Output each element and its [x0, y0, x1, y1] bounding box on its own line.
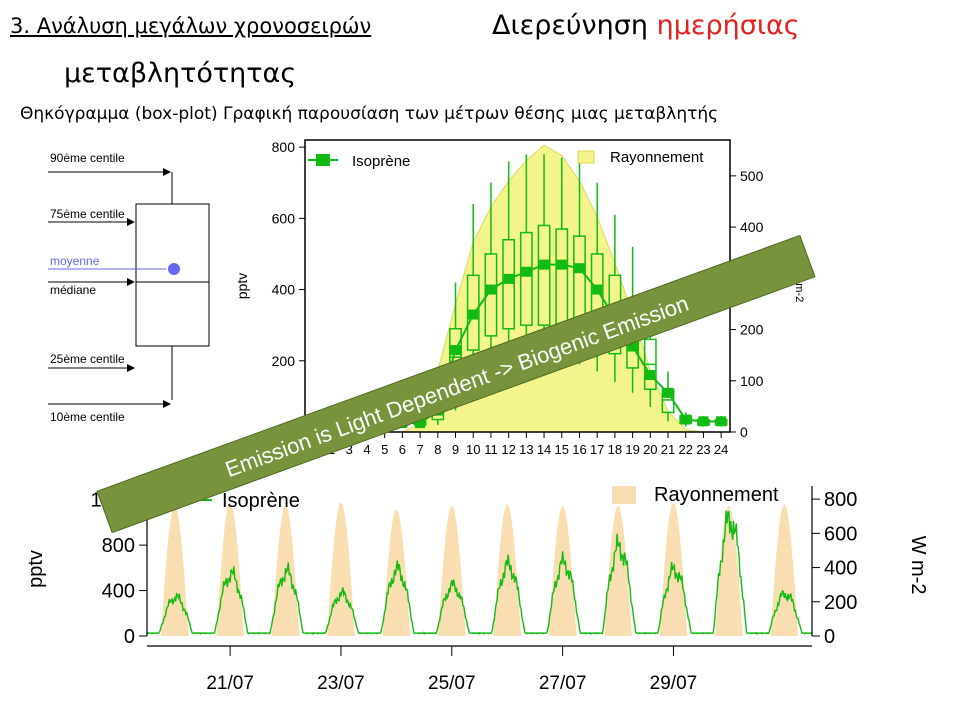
c2-xtick-label: 29/07 [650, 673, 698, 694]
label-p75: 75ème centile [50, 207, 125, 221]
c2-legend-ray-swatch [612, 486, 636, 504]
label-mean: moyenne [50, 254, 100, 268]
c1-y2tick-label: 500 [740, 168, 764, 184]
c1-xtick-label: 11 [484, 442, 498, 457]
c1-mean-marker [645, 370, 656, 381]
c1-xtick-label: 8 [434, 442, 441, 457]
c2-y2tick-label: 200 [824, 592, 857, 614]
page-title-line2: μεταβλητότητας [64, 58, 297, 89]
c1-y2tick-label: 400 [740, 219, 764, 235]
c2-rayonnement-layer [147, 502, 812, 636]
title-part1: Διερεύνηση [492, 10, 648, 41]
c1-mean-marker [716, 416, 727, 427]
c1-mean-marker [663, 387, 674, 398]
c1-legend-rayonnement: Rayonnement [610, 149, 704, 166]
c1-xtick-label: 10 [466, 442, 480, 457]
c1-ytick-label: 200 [272, 353, 296, 369]
c1-mean-marker [680, 414, 691, 425]
label-median: médiane [50, 283, 96, 297]
banner-background [96, 234, 816, 534]
c1-box [502, 238, 516, 330]
c1-mean-marker [485, 284, 496, 295]
c2-rayonnement-area [147, 502, 812, 636]
c2-xtick-label: 27/07 [539, 673, 587, 694]
c2-ytick-label: 400 [102, 581, 135, 603]
c2-ytick-label: 800 [102, 535, 135, 557]
legend-mean-dot [168, 263, 180, 275]
c1-xtick-label: 21 [661, 442, 675, 457]
c2-y2-axis-label: W m-2 [907, 536, 929, 595]
label-p10: 10ème centile [50, 410, 125, 424]
c1-xtick-label: 17 [590, 442, 604, 457]
c1-y2tick-label: 200 [740, 322, 764, 338]
c1-ytick-label: 400 [272, 282, 296, 298]
c1-box [466, 274, 480, 351]
c1-xtick-label: 7 [416, 442, 423, 457]
c1-xtick-label: 23 [696, 442, 710, 457]
c1-boxes-layer [307, 154, 728, 429]
c1-legend-isoprene: Isoprène [352, 153, 410, 170]
c2-xtick-label: 25/07 [428, 673, 476, 694]
c1-xtick-label: 24 [714, 442, 728, 457]
c1-xtick-label: 6 [399, 442, 406, 457]
c1-xtick-label: 16 [572, 442, 586, 457]
c1-xtick-label: 22 [678, 442, 692, 457]
c2-ytick-label: 0 [124, 626, 135, 648]
c1-ytick-label: 800 [272, 139, 296, 155]
c2-y2tick-label: 0 [824, 626, 835, 648]
c1-mean-marker [627, 341, 638, 352]
c1-box [519, 231, 533, 326]
c1-legend-ray-swatch [577, 150, 595, 164]
c1-xtick-label: 5 [381, 442, 388, 457]
timeseries-chart: 04008001200020040060080021/0723/0725/072… [25, 484, 929, 694]
c1-y-axis-label: pptv [234, 273, 250, 299]
c1-xtick-label: 4 [363, 442, 370, 457]
c1-ytick-label: 600 [272, 210, 296, 226]
c2-axes-layer: 04008001200020040060080021/0723/0725/072… [91, 486, 857, 694]
section-title: 3. Ανάλυση μεγάλων χρονοσειρών [10, 14, 372, 38]
c2-y2tick-label: 800 [824, 489, 857, 511]
page-subtitle: Θηκόγραμμα (box-plot) Γραφική παρουσίαση… [20, 104, 719, 124]
c1-mean-marker [503, 273, 514, 284]
c1-xtick-label: 3 [346, 442, 353, 457]
legend-box [135, 203, 210, 347]
title-highlight: ημερήσιας [656, 10, 800, 41]
c2-xtick-label: 23/07 [317, 673, 365, 694]
c1-xtick-label: 19 [625, 442, 639, 457]
c1-mean-marker [539, 259, 550, 270]
c1-y2tick-label: 100 [740, 373, 764, 389]
c1-mean-marker [556, 259, 567, 270]
c1-box [537, 224, 551, 326]
c2-legend-isoprene: Isoprène [222, 490, 300, 512]
c2-isoprene-line [146, 510, 813, 636]
c2-y-axis-label: pptv [25, 550, 47, 588]
c1-mean-marker [468, 309, 479, 320]
label-p25: 25ème centile [50, 352, 125, 366]
c1-xtick-label: 12 [501, 442, 515, 457]
c1-mean-marker [415, 418, 426, 429]
c1-y2tick-label: 0 [740, 424, 748, 440]
label-p90: 90ème centile [50, 151, 125, 165]
c1-mean-marker [592, 284, 603, 295]
c1-xtick-label: 20 [643, 442, 657, 457]
c1-box [484, 253, 498, 337]
c1-mean-marker [698, 416, 709, 427]
c1-xtick-label: 13 [519, 442, 533, 457]
c1-xtick-label: 15 [555, 442, 569, 457]
c1-mean-marker [450, 345, 461, 356]
c1-mean-marker [574, 263, 585, 274]
page-title: Διερεύνηση ημερήσιας [492, 10, 800, 41]
c2-legend-rayonnement: Rayonnement [654, 484, 779, 506]
c2-y2tick-label: 600 [824, 523, 857, 545]
c2-y2tick-label: 400 [824, 558, 857, 580]
c2-isoprene-layer [146, 510, 813, 636]
c1-xtick-label: 18 [608, 442, 622, 457]
c1-xtick-label: 14 [537, 442, 551, 457]
boxplot-legend: 90ème centile 75ème centile moyenne médi… [48, 151, 210, 424]
c1-mean-marker [521, 266, 532, 277]
c2-xtick-label: 21/07 [206, 673, 254, 694]
c1-xtick-label: 9 [452, 442, 459, 457]
